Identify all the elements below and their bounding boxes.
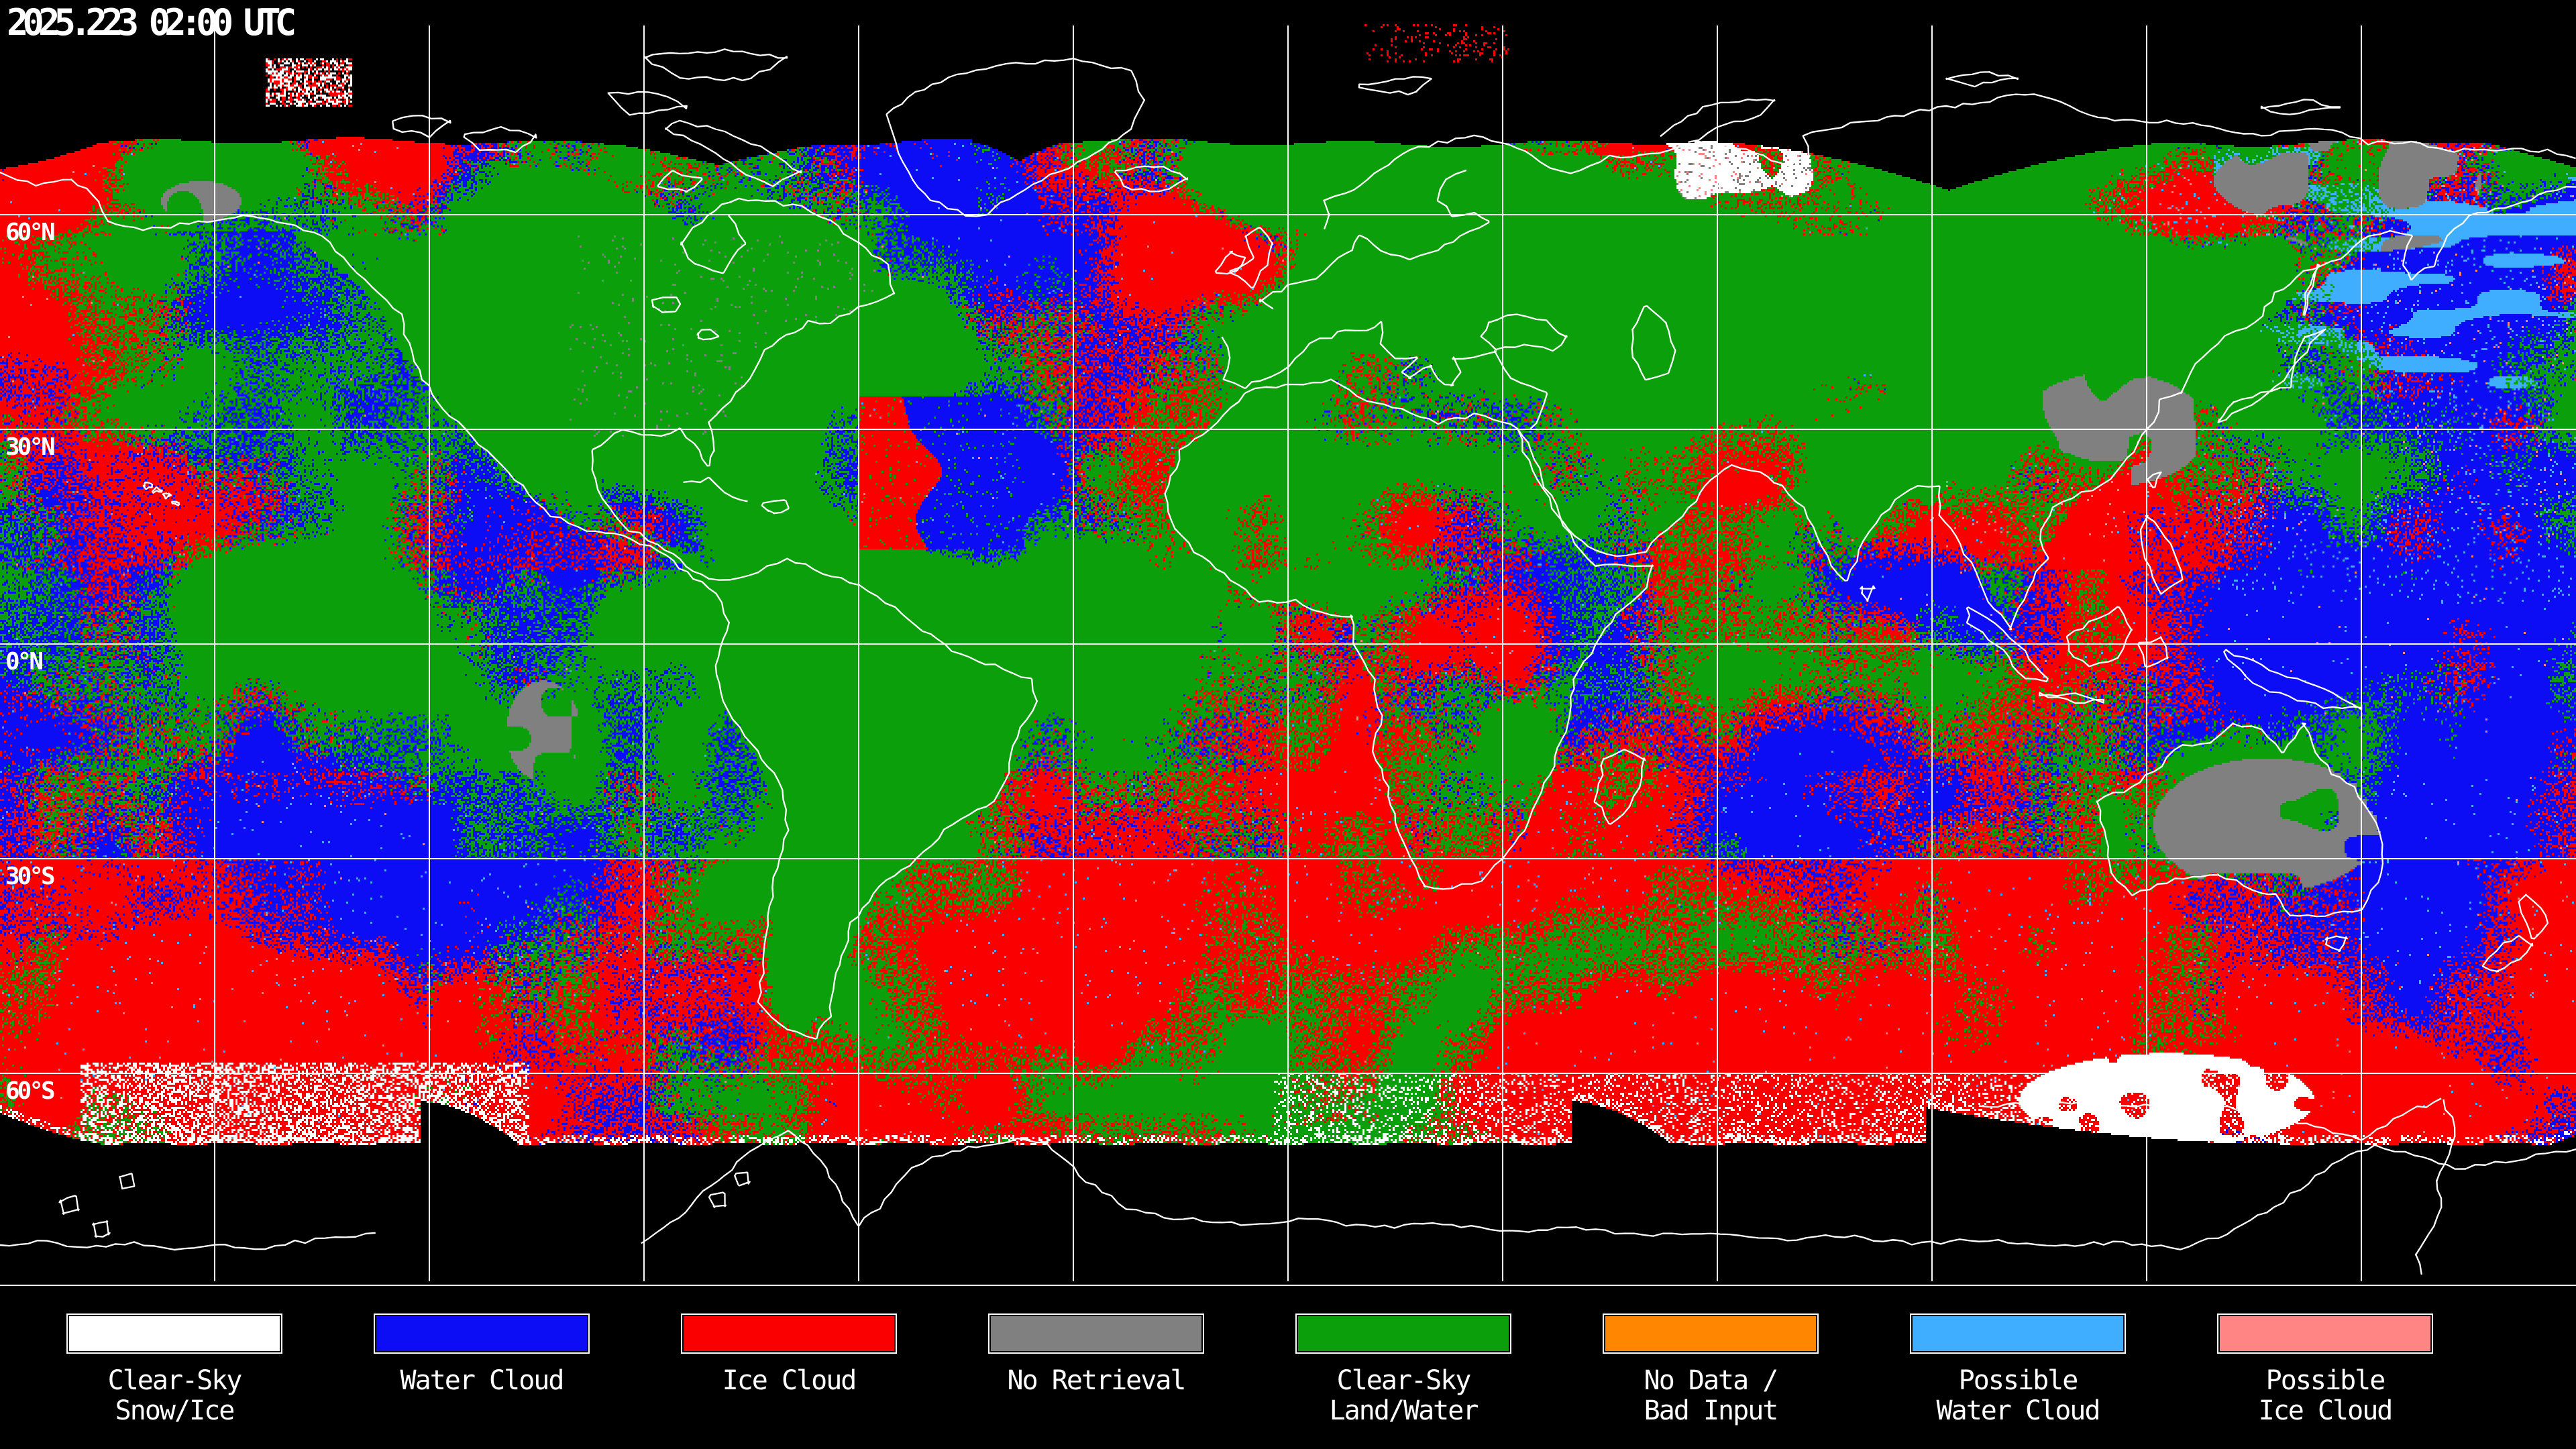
legend-entry-possible_water_cloud: Possible Water Cloud	[1910, 1313, 2126, 1426]
legend-label: Possible Ice Cloud	[2217, 1366, 2433, 1426]
legend-label-line: Land/Water	[1329, 1395, 1479, 1426]
legend-label: No Data / Bad Input	[1603, 1366, 1819, 1426]
legend-color-ice_cloud	[682, 1315, 896, 1352]
latitude-label: 60°S	[5, 1077, 56, 1105]
legend-swatch-no_data_bad_input	[1603, 1313, 1819, 1354]
legend-label-line: Water Cloud	[400, 1365, 565, 1396]
legend-label-line: Possible	[2265, 1365, 2386, 1396]
legend-color-possible_water_cloud	[1911, 1315, 2125, 1352]
legend-label-line: Water Cloud	[1936, 1395, 2101, 1426]
legend-label-line: Possible	[1958, 1365, 2079, 1396]
legend-color-no_data_bad_input	[1604, 1315, 1817, 1352]
legend-label: Clear-Sky Land/Water	[1295, 1366, 1511, 1426]
legend-entry-clear_sky_land_water: Clear-Sky Land/Water	[1295, 1313, 1511, 1426]
legend-swatch-possible_water_cloud	[1910, 1313, 2126, 1354]
legend-entry-no_data_bad_input: No Data / Bad Input	[1603, 1313, 1819, 1426]
legend-swatch-possible_ice_cloud	[2217, 1313, 2433, 1354]
legend-label-line: Clear-Sky	[1336, 1365, 1472, 1396]
legend-color-no_retrieval	[989, 1315, 1203, 1352]
legend-entry-water_cloud: Water Cloud	[374, 1313, 590, 1396]
legend-label: No Retrieval	[988, 1366, 1204, 1396]
legend-label-line: Ice Cloud	[722, 1365, 857, 1396]
legend-label: Water Cloud	[374, 1366, 590, 1396]
legend-color-clear_sky_snow_ice	[68, 1315, 281, 1352]
legend-entry-possible_ice_cloud: Possible Ice Cloud	[2217, 1313, 2433, 1426]
legend-swatch-ice_cloud	[681, 1313, 897, 1354]
latitude-label: 30°S	[5, 863, 56, 890]
timestamp-label: 2025.223 02:00 UTC	[7, 1, 297, 44]
legend-entry-no_retrieval: No Retrieval	[988, 1313, 1204, 1396]
latitude-label: 0°N	[5, 648, 44, 676]
legend-entry-clear_sky_snow_ice: Clear-Sky Snow/Ice	[66, 1313, 282, 1426]
latitude-label: 60°N	[5, 219, 56, 246]
latitude-label: 30°N	[5, 433, 56, 461]
world-cloud-mask-map	[0, 0, 2576, 1288]
legend-swatch-clear_sky_snow_ice	[66, 1313, 282, 1354]
legend-color-water_cloud	[375, 1315, 588, 1352]
legend-label-line: Snow/Ice	[115, 1395, 235, 1426]
legend-swatch-no_retrieval	[988, 1313, 1204, 1354]
legend-label-line: No Data /	[1644, 1365, 1779, 1396]
legend-label-line: No Retrieval	[1007, 1365, 1187, 1396]
legend-label: Ice Cloud	[681, 1366, 897, 1396]
legend-swatch-water_cloud	[374, 1313, 590, 1354]
legend-color-clear_sky_land_water	[1297, 1315, 1510, 1352]
legend-color-possible_ice_cloud	[2218, 1315, 2432, 1352]
legend-entry-ice_cloud: Ice Cloud	[681, 1313, 897, 1396]
legend-label-line: Ice Cloud	[2258, 1395, 2394, 1426]
legend-swatch-clear_sky_land_water	[1295, 1313, 1511, 1354]
legend-label: Possible Water Cloud	[1910, 1366, 2126, 1426]
legend-label-line: Clear-Sky	[107, 1365, 243, 1396]
legend-label-line: Bad Input	[1644, 1395, 1779, 1426]
legend-label: Clear-Sky Snow/Ice	[66, 1366, 282, 1426]
